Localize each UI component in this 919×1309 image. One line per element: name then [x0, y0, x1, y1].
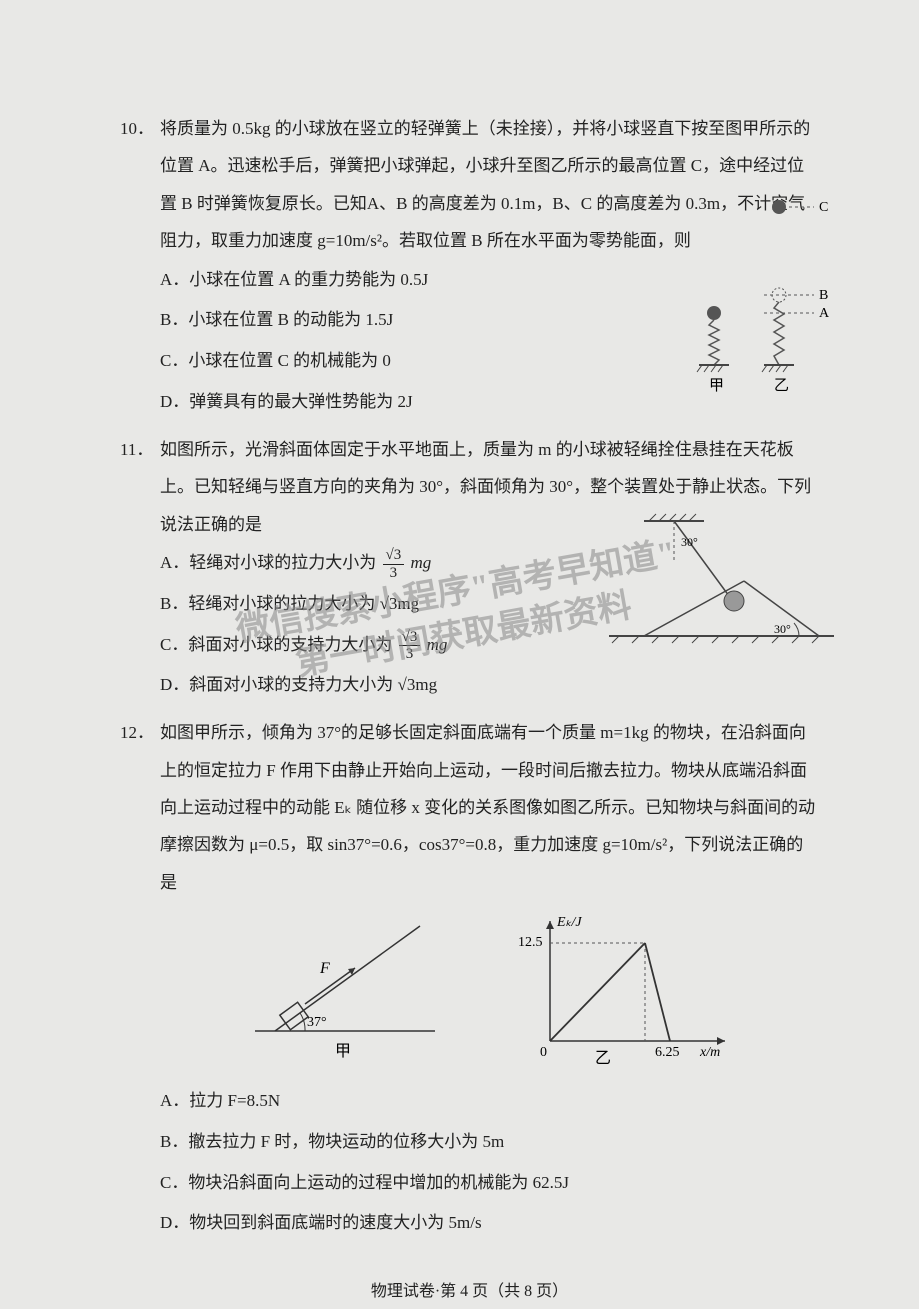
q12-body: 如图甲所示，倾角为 37°的足够长固定斜面底端有一个质量 m=1kg 的物块，在…	[160, 714, 819, 1244]
question-11: 11． 如图所示，光滑斜面体固定于水平地面上，质量为 m 的小球被轻绳拴住悬挂在…	[120, 431, 819, 706]
q12-option-a: A．拉力 F=8.5N	[160, 1081, 819, 1122]
q10-label-a: A	[819, 306, 829, 321]
q11-angle-top: 30°	[681, 535, 698, 549]
q12-jia-f: F	[319, 960, 330, 977]
q10-label-c: C	[819, 200, 828, 215]
page-footer: 物理试卷·第 4 页（共 8 页）	[120, 1274, 819, 1309]
q12-option-c: C．物块沿斜面向上运动的过程中增加的机械能为 62.5J	[160, 1163, 819, 1204]
q10-body: 将质量为 0.5kg 的小球放在竖立的轻弹簧上（未拴接），并将小球竖直下按至图甲…	[160, 110, 819, 423]
q11-number: 11．	[120, 431, 160, 706]
q12-text: 如图甲所示，倾角为 37°的足够长固定斜面底端有一个质量 m=1kg 的物块，在…	[160, 714, 819, 901]
q12-yi-origin: 0	[540, 1045, 547, 1060]
q12-jia-angle: 37°	[307, 1015, 327, 1030]
q12-option-b: B．撤去拉力 F 时，物块运动的位移大小为 5m	[160, 1122, 819, 1163]
q11-body: 如图所示，光滑斜面体固定于水平地面上，质量为 m 的小球被轻绳拴住悬挂在天花板上…	[160, 431, 819, 706]
q12-yi-label: 乙	[595, 1050, 611, 1067]
q11-option-d: D．斜面对小球的支持力大小为 √3mg	[160, 665, 819, 706]
q12-yi-ylabel: Eₖ/J	[556, 915, 582, 930]
q12-number: 12．	[120, 714, 160, 1244]
q12-figures: F 37° 甲 Eₖ/J 12.5 0 6.25 x/m	[160, 911, 819, 1071]
q12-jia-label: 甲	[335, 1043, 351, 1060]
q10-number: 10．	[120, 110, 160, 423]
q11-figure: 30° 30°	[589, 506, 839, 666]
q12-yi-xmax: 6.25	[655, 1045, 680, 1060]
q10-figure: C B A 甲 乙	[669, 195, 829, 405]
q12-figure-jia: F 37° 甲	[245, 911, 445, 1061]
q12-option-d: D．物块回到斜面底端时的速度大小为 5m/s	[160, 1203, 819, 1244]
q12-yi-xlabel: x/m	[699, 1045, 720, 1060]
question-10: 10． 将质量为 0.5kg 的小球放在竖立的轻弹簧上（未拴接），并将小球竖直下…	[120, 110, 819, 423]
q11-angle-bottom: 30°	[774, 622, 791, 636]
q12-figure-yi: Eₖ/J 12.5 0 6.25 x/m 乙	[515, 911, 735, 1071]
q10-label-jia: 甲	[709, 378, 724, 394]
q10-label-yi: 乙	[774, 378, 789, 394]
q12-yi-ymax: 12.5	[518, 935, 543, 950]
q10-label-b: B	[819, 288, 828, 303]
question-12: 12． 如图甲所示，倾角为 37°的足够长固定斜面底端有一个质量 m=1kg 的…	[120, 714, 819, 1244]
